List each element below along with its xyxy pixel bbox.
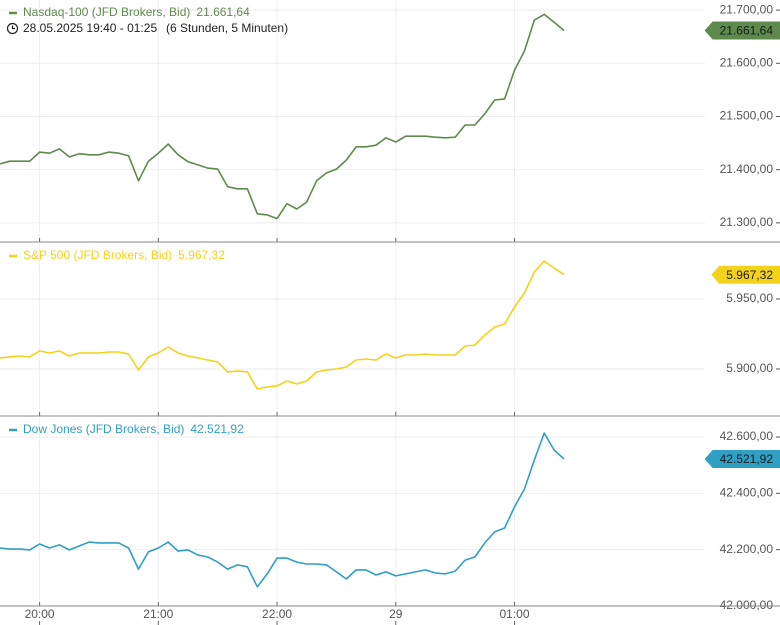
y-tick-label: 5.900,00 bbox=[726, 361, 773, 375]
last-value-label: 21.661,64 bbox=[720, 24, 774, 38]
last-value-label: 5.967,32 bbox=[726, 268, 773, 282]
y-tick-label: 21.400,00 bbox=[720, 162, 774, 176]
y-tick-label: 42.200,00 bbox=[720, 542, 774, 556]
y-tick-label: 42.000,00 bbox=[720, 598, 774, 612]
legend-value: 5.967,32 bbox=[178, 248, 225, 262]
time-range: 28.05.2025 19:40 - 01:25 bbox=[23, 21, 157, 35]
x-tick-label: 20:00 bbox=[25, 607, 55, 621]
legend-name: S&P 500 (JFD Brokers, Bid) bbox=[23, 248, 172, 262]
x-tick-label: 22:00 bbox=[262, 607, 292, 621]
last-value-label: 42.521,92 bbox=[720, 452, 774, 466]
y-tick-label: 42.600,00 bbox=[720, 429, 774, 443]
time-duration: (6 Stunden, 5 Minuten) bbox=[166, 21, 288, 35]
legend-value: 42.521,92 bbox=[190, 422, 244, 436]
last-value-badge bbox=[704, 21, 780, 40]
x-tick-label: 21:00 bbox=[143, 607, 173, 621]
legend-value: 21.661,64 bbox=[196, 5, 250, 19]
y-tick-label: 21.600,00 bbox=[720, 55, 774, 69]
x-tick-label: 01:00 bbox=[500, 607, 530, 621]
y-tick-label: 21.700,00 bbox=[720, 2, 774, 16]
price-line bbox=[0, 13, 565, 220]
y-tick-label: 21.300,00 bbox=[720, 215, 774, 229]
clock-icon bbox=[6, 22, 19, 35]
price-line bbox=[0, 260, 565, 390]
legend-name: Nasdaq-100 (JFD Brokers, Bid) bbox=[23, 5, 190, 19]
last-value-badge bbox=[711, 265, 780, 284]
x-tick-label: 29 bbox=[389, 607, 403, 621]
y-tick-label: 42.400,00 bbox=[720, 486, 774, 500]
price-line bbox=[0, 432, 565, 588]
y-tick-label: 21.500,00 bbox=[720, 109, 774, 123]
y-tick-label: 5.950,00 bbox=[726, 291, 773, 305]
legend-name: Dow Jones (JFD Brokers, Bid) bbox=[23, 422, 184, 436]
last-value-badge bbox=[704, 449, 780, 468]
